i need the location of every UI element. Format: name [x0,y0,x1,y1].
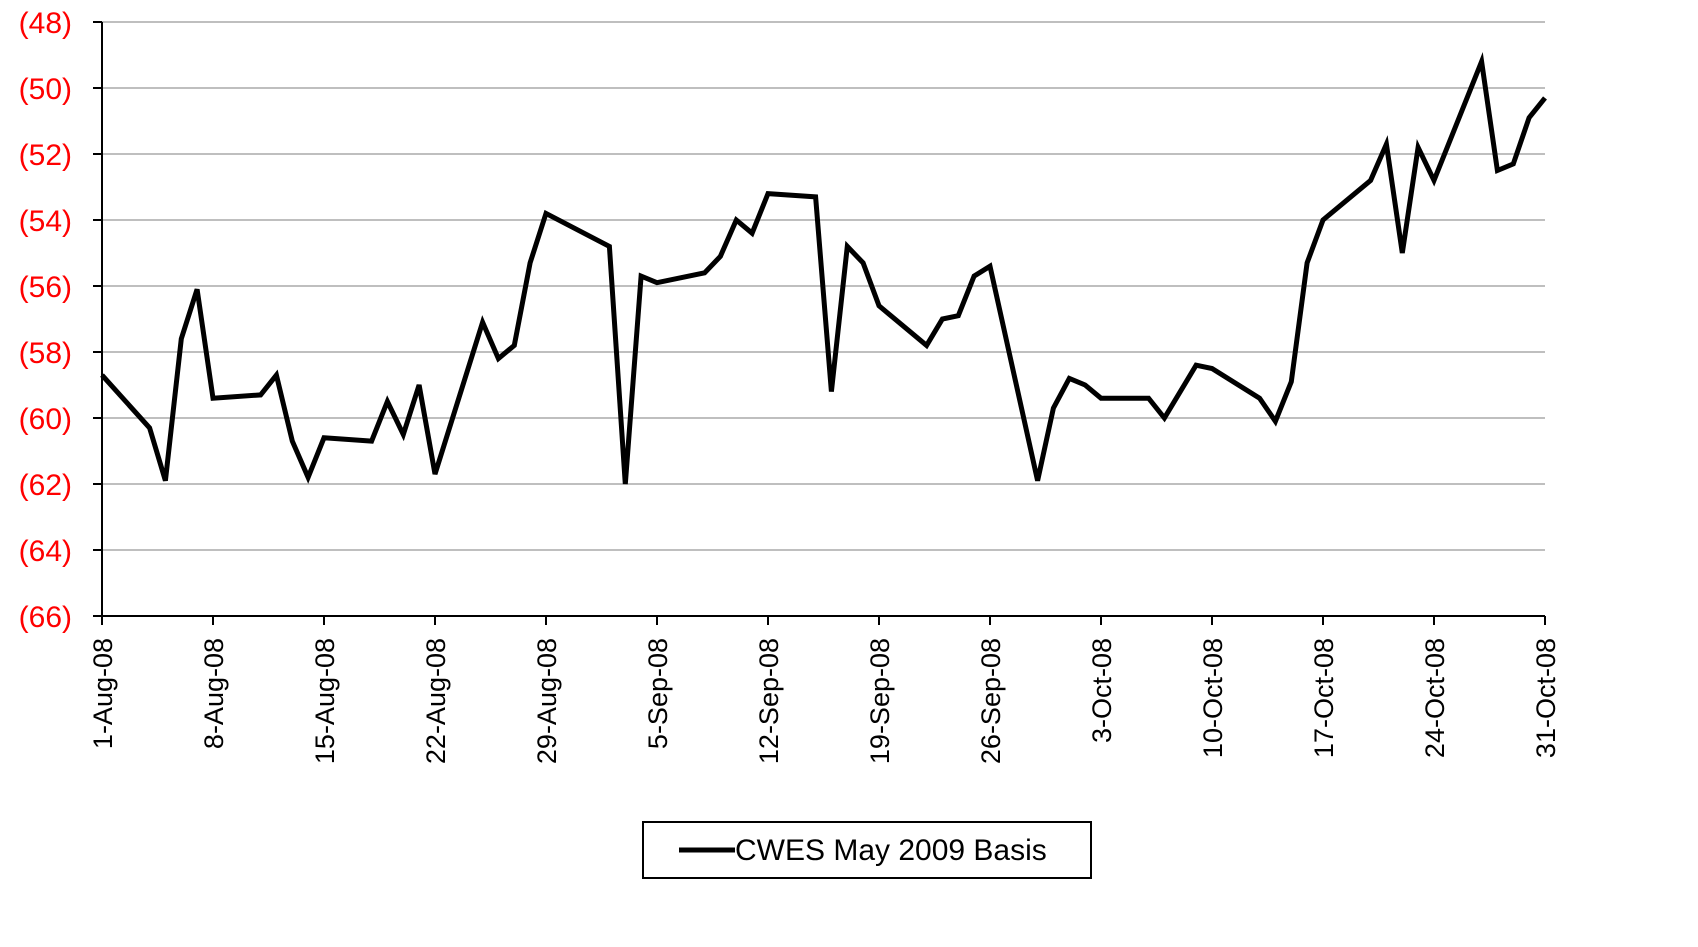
x-tick-label: 19-Sep-08 [865,638,895,764]
x-tick-label: 1-Aug-08 [88,638,118,749]
y-tick-labels: (48) (50) (52) (54) (56) (58) (60) (62) (64) (66) [19,7,102,634]
axes [101,22,1545,617]
x-tick-label: 15-Aug-08 [310,638,340,764]
y-tick-label: (66) [19,601,72,634]
y-tick-label: (62) [19,469,72,502]
y-tick-label: (50) [19,73,72,106]
x-tick-label: 10-Oct-08 [1198,638,1228,758]
x-tick-label: 8-Aug-08 [199,638,229,749]
series-group [100,52,1547,485]
y-tick-label: (48) [19,7,72,40]
y-tick-label: (58) [19,337,72,370]
x-tick-label: 22-Aug-08 [421,638,451,764]
x-tick-label: 17-Oct-08 [1309,638,1339,758]
x-tick-label: 5-Sep-08 [643,638,673,749]
x-tick-label: 29-Aug-08 [532,638,562,764]
y-tick-label: (54) [19,205,72,238]
x-tick-labels: 1-Aug-08 8-Aug-08 15-Aug-08 22-Aug-08 29-Aug… [88,616,1561,764]
x-tick-label: 24-Oct-08 [1420,638,1450,758]
legend-label: CWES May 2009 Basis [735,834,1047,867]
y-tick-label: (64) [19,535,72,568]
legend: CWES May 2009 Basis [642,821,1092,879]
x-tick-label: 31-Oct-08 [1531,638,1561,758]
series-line-cwes-may-2009-basis [100,52,1547,485]
y-tick-label: (56) [19,271,72,304]
x-tick-label: 12-Sep-08 [754,638,784,764]
y-tick-label: (52) [19,139,72,172]
x-tick-label: 26-Sep-08 [976,638,1006,764]
y-tick-label: (60) [19,403,72,436]
x-tick-label: 3-Oct-08 [1087,638,1117,743]
